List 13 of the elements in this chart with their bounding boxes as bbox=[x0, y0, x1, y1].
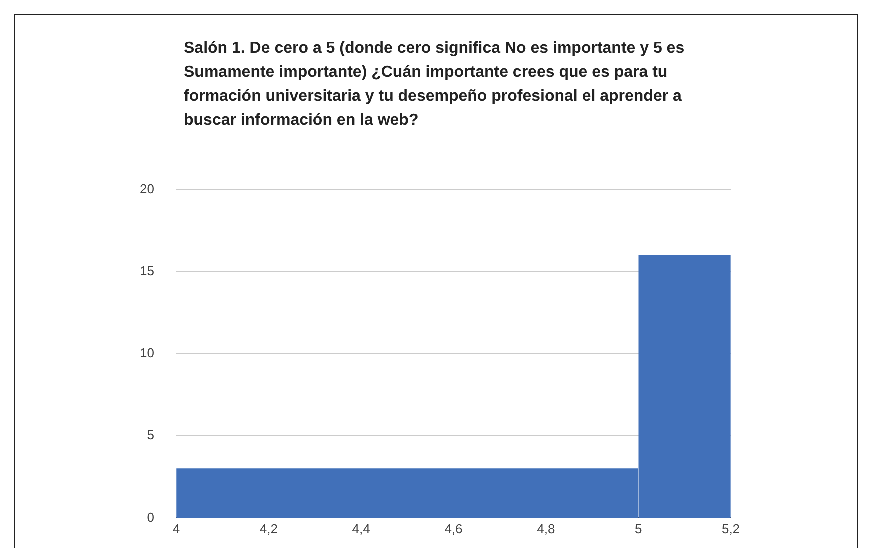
y-tick-label: 5 bbox=[147, 428, 154, 443]
x-tick-label: 5 bbox=[634, 522, 642, 537]
y-tick-label: 20 bbox=[140, 182, 154, 197]
chart-title: Salón 1. De cero a 5 (donde cero significa No es importante y 5 es Sumamente importante) ¿Cuán importante crees que es para tu formación universitaria y tu desempeño profesional el aprender a buscar información en la web? bbox=[184, 39, 686, 131]
x-tick-label: 4 bbox=[172, 522, 180, 537]
y-tick-label: 0 bbox=[147, 510, 154, 525]
x-tick-label: 4,2 bbox=[260, 522, 278, 537]
y-tick-label: 15 bbox=[140, 264, 154, 279]
x-tick-label: 4,6 bbox=[444, 522, 463, 537]
x-tick-label: 4,8 bbox=[537, 522, 556, 537]
x-tick-label: 4,4 bbox=[352, 522, 370, 537]
x-tick-label: 5,2 bbox=[722, 522, 740, 537]
y-tick-label: 10 bbox=[140, 346, 154, 361]
